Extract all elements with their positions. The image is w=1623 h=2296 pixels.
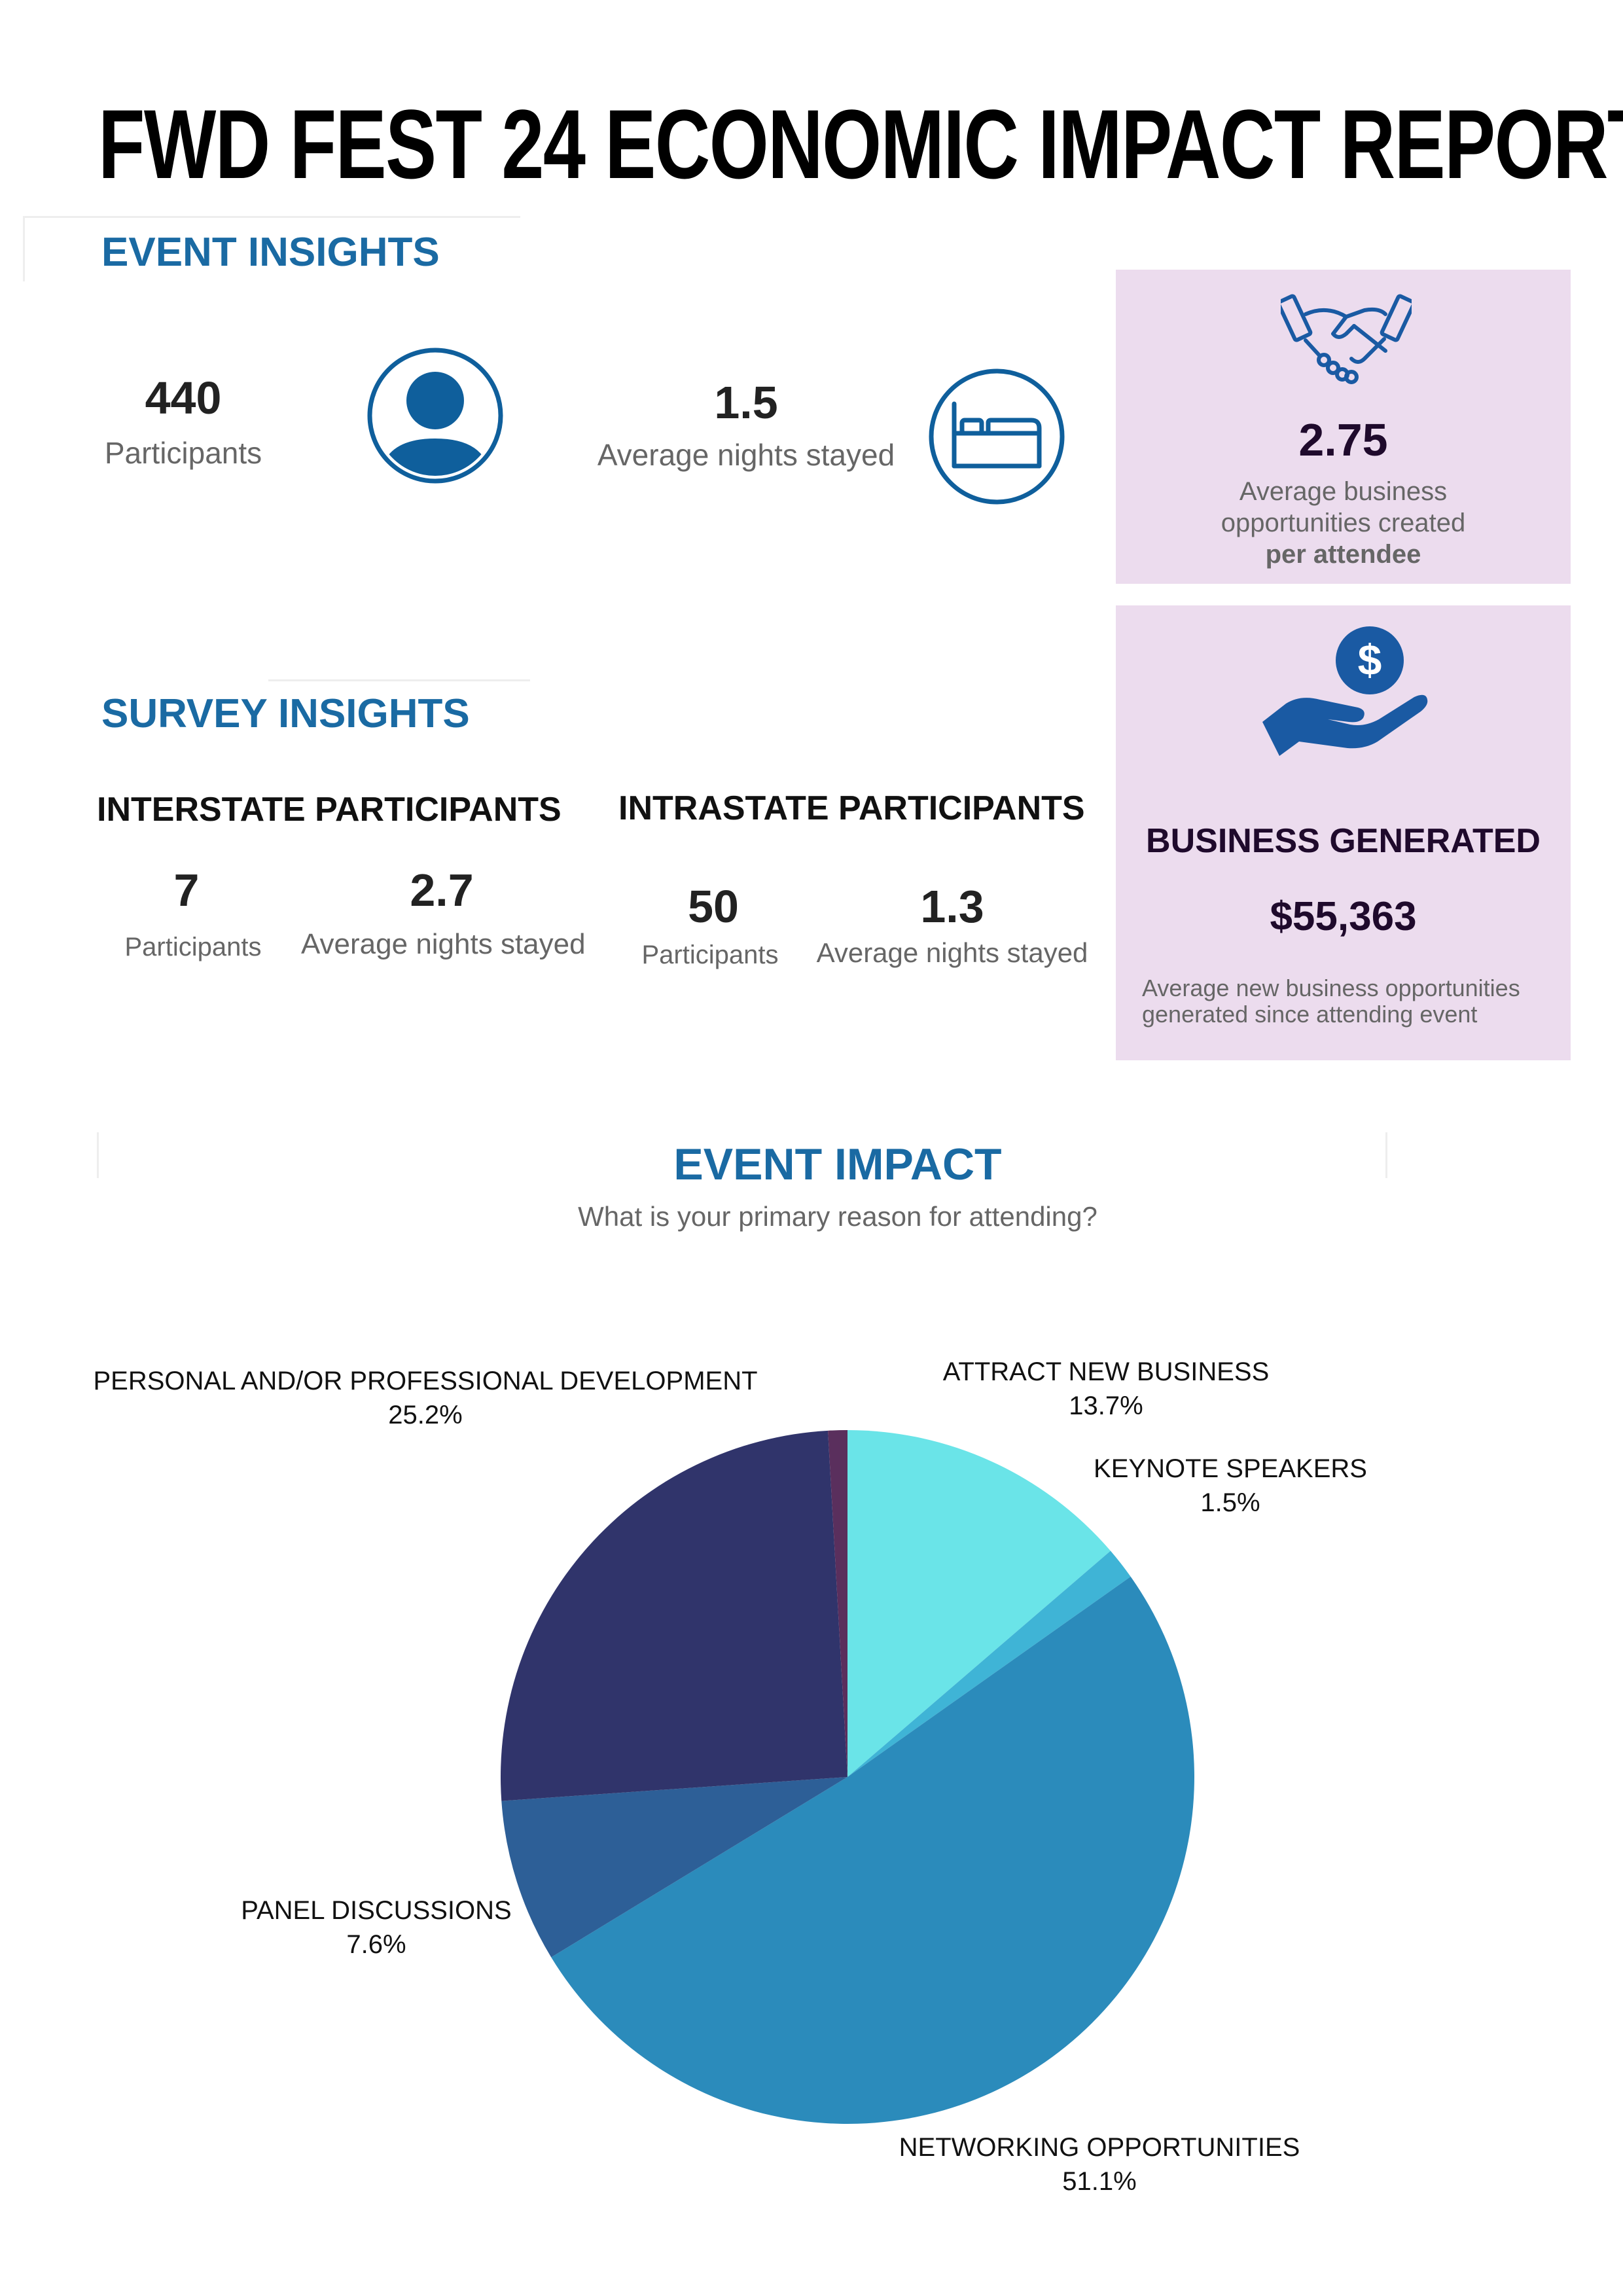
bed-icon bbox=[929, 368, 1065, 505]
pie-label-keynote-speakers: KEYNOTE SPEAKERS 1.5% bbox=[1067, 1452, 1394, 1520]
pie-label-personal-professional-development: PERSONAL AND/OR PROFESSIONAL DEVELOPMENT… bbox=[79, 1364, 772, 1432]
interstate-nights-value: 2.7 bbox=[410, 865, 474, 916]
pie-label-panel-discussions: PANEL DISCUSSIONS 7.6% bbox=[203, 1893, 550, 1962]
pie-label-value: 51.1% bbox=[1062, 2167, 1137, 2196]
interstate-nights-label: Average nights stayed bbox=[301, 928, 586, 960]
business-generated-value: $55,363 bbox=[1270, 894, 1417, 939]
intrastate-participants-value: 50 bbox=[688, 881, 739, 932]
business-generated-note-line1: Average new business opportunities bbox=[1142, 975, 1520, 1001]
page-title: FWD FEST 24 ECONOMIC IMPACT REPORT bbox=[98, 89, 1623, 199]
pie-slice-4 bbox=[501, 1430, 847, 1801]
participants-value: 440 bbox=[145, 372, 222, 423]
event-impact-question: What is your primary reason for attendin… bbox=[578, 1201, 1097, 1232]
handshake-icon bbox=[1281, 294, 1412, 384]
survey-insights-heading: SURVEY INSIGHTS bbox=[101, 691, 470, 736]
pie-label-name: PERSONAL AND/OR PROFESSIONAL DEVELOPMENT bbox=[93, 1367, 758, 1395]
interstate-participants-label: Participants bbox=[124, 933, 262, 961]
pie-slice-1 bbox=[847, 1551, 1131, 1777]
event-insights-heading: EVENT INSIGHTS bbox=[101, 230, 440, 275]
business-generated-heading: BUSINESS GENERATED bbox=[1146, 822, 1541, 860]
business-generated-note-line2: generated since attending event bbox=[1142, 1001, 1478, 1028]
person-icon bbox=[367, 348, 503, 484]
intrastate-nights-value: 1.3 bbox=[920, 881, 984, 932]
interstate-heading: INTERSTATE PARTICIPANTS bbox=[97, 791, 562, 829]
pie-slice-3 bbox=[501, 1777, 847, 1958]
business-opportunities-label-line2: opportunities created bbox=[1221, 509, 1466, 537]
pie-label-networking-opportunities: NETWORKING OPPORTUNITIES 51.1% bbox=[838, 2130, 1361, 2198]
pie-label-value: 7.6% bbox=[346, 1930, 406, 1959]
intrastate-nights-label: Average nights stayed bbox=[816, 937, 1088, 968]
intrastate-heading: INTRASTATE PARTICIPANTS bbox=[618, 789, 1085, 827]
svg-text:$: $ bbox=[1358, 636, 1382, 684]
dollar-hand-icon: $ bbox=[1262, 626, 1428, 756]
pie-slice-2 bbox=[551, 1576, 1194, 2124]
intrastate-participants-label: Participants bbox=[641, 941, 779, 969]
divider bbox=[97, 1132, 99, 1178]
pie-slice-5 bbox=[828, 1430, 847, 1777]
business-generated-note: Average new business opportunities gener… bbox=[1142, 975, 1561, 1028]
business-generated-card: $ BUSINESS GENERATED $55,363 Average new… bbox=[1116, 605, 1571, 1060]
divider bbox=[268, 679, 530, 681]
nights-label: Average nights stayed bbox=[597, 438, 895, 472]
pie-label-name: NETWORKING OPPORTUNITIES bbox=[899, 2133, 1300, 2162]
nights-value: 1.5 bbox=[714, 377, 778, 428]
pie-label-value: 25.2% bbox=[388, 1401, 463, 1429]
business-opportunities-label-line3: per attendee bbox=[1265, 540, 1421, 569]
business-opportunities-card: 2.75 Average business opportunities crea… bbox=[1116, 270, 1571, 584]
pie-label-name: PANEL DISCUSSIONS bbox=[241, 1896, 512, 1925]
divider bbox=[23, 216, 520, 218]
business-opportunities-value: 2.75 bbox=[1298, 414, 1388, 465]
pie-label-value: 1.5% bbox=[1200, 1488, 1260, 1517]
participants-label: Participants bbox=[104, 436, 262, 470]
divider bbox=[23, 216, 25, 281]
business-opportunities-label-line1: Average business bbox=[1239, 477, 1448, 506]
interstate-participants-value: 7 bbox=[173, 865, 200, 916]
divider bbox=[1385, 1132, 1387, 1178]
business-opportunities-label: Average business opportunities created p… bbox=[1116, 476, 1571, 570]
pie-label-attract-new-business: ATTRACT NEW BUSINESS 13.7% bbox=[857, 1355, 1355, 1423]
pie-label-name: KEYNOTE SPEAKERS bbox=[1094, 1454, 1367, 1483]
pie-label-value: 13.7% bbox=[1069, 1391, 1143, 1420]
pie-label-name: ATTRACT NEW BUSINESS bbox=[942, 1357, 1270, 1386]
event-impact-heading: EVENT IMPACT bbox=[673, 1139, 1002, 1189]
